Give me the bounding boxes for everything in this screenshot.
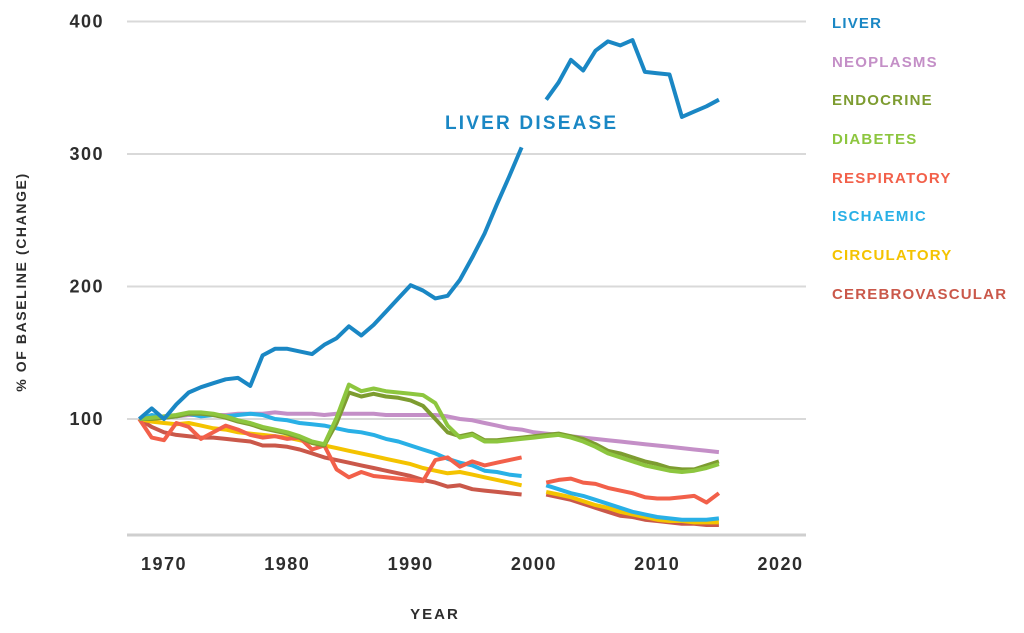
series-line-circulatory [138, 417, 523, 488]
series-line-ischaemic [545, 483, 720, 522]
x-tick-label-2010: 2010 [634, 554, 680, 574]
x-tick-label-1970: 1970 [141, 554, 187, 574]
series-line-circulatory [545, 489, 719, 525]
y-axis-title: % OF BASELINE (CHANGE) [13, 172, 29, 392]
x-tick-label-2020: 2020 [757, 554, 803, 574]
legend-item-circulatory: CIRCULATORY [832, 247, 953, 265]
y-tick-label-400: 400 [69, 12, 104, 32]
series-line-diabetes [139, 382, 720, 474]
legend-item-liver: LIVER [832, 15, 883, 32]
x-axis-title: YEAR [410, 606, 460, 623]
y-tick-label-300: 300 [69, 144, 104, 164]
legend-item-ischaemic: ISCHAEMIC [832, 208, 927, 226]
series-line-liver [138, 146, 524, 421]
legend-item-neoplasms: NEOPLASMS [832, 53, 938, 71]
x-tick-label-2000: 2000 [511, 554, 557, 574]
liver-disease-annotation: LIVER DISEASE [445, 113, 619, 134]
series-line-respiratory [137, 417, 523, 484]
y-tick-label-100: 100 [69, 409, 104, 429]
legend-item-diabetes: DIABETES [832, 131, 918, 149]
x-tick-label-1980: 1980 [264, 554, 310, 574]
series-line-respiratory [545, 476, 721, 505]
series-line-liver [544, 38, 720, 119]
legend-item-endocrine: ENDOCRINE [832, 92, 933, 110]
legend-item-respiratory: RESPIRATORY [832, 169, 952, 187]
legend: LIVER NEOPLASMS ENDOCRINE DIABETES RESPIRATO… [832, 16, 1007, 326]
x-tick-label-1990: 1990 [388, 554, 434, 574]
legend-item-cerebrovascular: CEREBROVASCULAR [832, 285, 1008, 303]
y-tick-label-200: 200 [69, 277, 104, 297]
